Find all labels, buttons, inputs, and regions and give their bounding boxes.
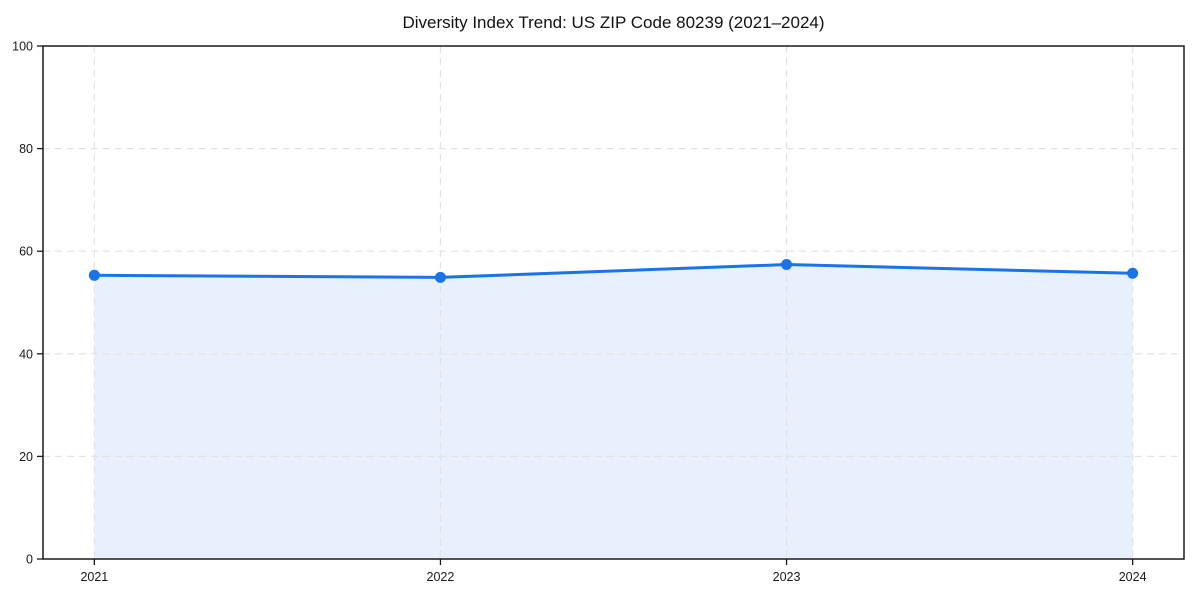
data-point-marker	[88, 269, 100, 281]
y-tick-label: 60	[19, 245, 33, 259]
x-tick-label: 2024	[1119, 570, 1147, 584]
data-point-marker	[434, 271, 446, 283]
y-tick-label: 40	[19, 347, 33, 361]
data-point-marker	[781, 259, 793, 271]
area-fill	[94, 264, 1133, 559]
chart-title: Diversity Index Trend: US ZIP Code 80239…	[402, 13, 825, 32]
x-tick-label: 2023	[773, 570, 801, 584]
y-tick-label: 100	[12, 40, 33, 54]
x-tick-label: 2021	[80, 570, 108, 584]
data-point-marker	[1127, 267, 1139, 279]
x-tick-label: 2022	[427, 570, 455, 584]
y-tick-label: 20	[19, 450, 33, 464]
y-tick-label: 0	[26, 553, 33, 567]
plot-frame	[42, 45, 1185, 560]
data-line	[92, 263, 1135, 279]
y-tick-label: 80	[19, 142, 33, 156]
